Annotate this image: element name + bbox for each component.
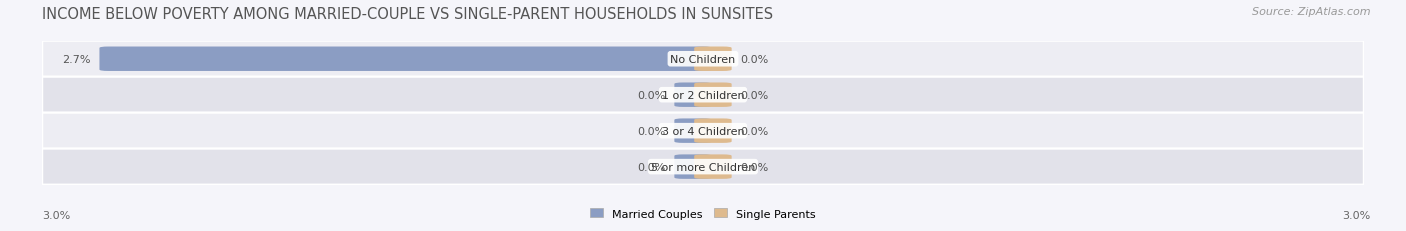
Text: 5 or more Children: 5 or more Children	[651, 162, 755, 172]
Text: 0.0%: 0.0%	[741, 126, 769, 136]
Text: 3.0%: 3.0%	[1343, 210, 1371, 220]
Text: No Children: No Children	[671, 55, 735, 64]
Text: 0.0%: 0.0%	[741, 162, 769, 172]
Text: 1 or 2 Children: 1 or 2 Children	[662, 90, 744, 100]
FancyBboxPatch shape	[695, 155, 731, 179]
Text: 0.0%: 0.0%	[637, 162, 665, 172]
Text: 2.7%: 2.7%	[62, 55, 90, 64]
Text: 0.0%: 0.0%	[741, 55, 769, 64]
FancyBboxPatch shape	[695, 119, 731, 143]
Text: 3 or 4 Children: 3 or 4 Children	[662, 126, 744, 136]
FancyBboxPatch shape	[675, 83, 711, 107]
Text: 0.0%: 0.0%	[637, 90, 665, 100]
Legend: Married Couples, Single Parents: Married Couples, Single Parents	[586, 204, 820, 223]
FancyBboxPatch shape	[695, 47, 731, 72]
FancyBboxPatch shape	[675, 155, 711, 179]
Text: 0.0%: 0.0%	[637, 126, 665, 136]
FancyBboxPatch shape	[100, 47, 711, 72]
Text: Source: ZipAtlas.com: Source: ZipAtlas.com	[1253, 7, 1371, 17]
FancyBboxPatch shape	[42, 113, 1364, 149]
Text: INCOME BELOW POVERTY AMONG MARRIED-COUPLE VS SINGLE-PARENT HOUSEHOLDS IN SUNSITE: INCOME BELOW POVERTY AMONG MARRIED-COUPL…	[42, 7, 773, 22]
FancyBboxPatch shape	[675, 119, 711, 143]
Text: 0.0%: 0.0%	[741, 90, 769, 100]
FancyBboxPatch shape	[695, 83, 731, 107]
Text: 3.0%: 3.0%	[42, 210, 70, 220]
FancyBboxPatch shape	[42, 149, 1364, 185]
FancyBboxPatch shape	[42, 42, 1364, 77]
FancyBboxPatch shape	[42, 77, 1364, 113]
